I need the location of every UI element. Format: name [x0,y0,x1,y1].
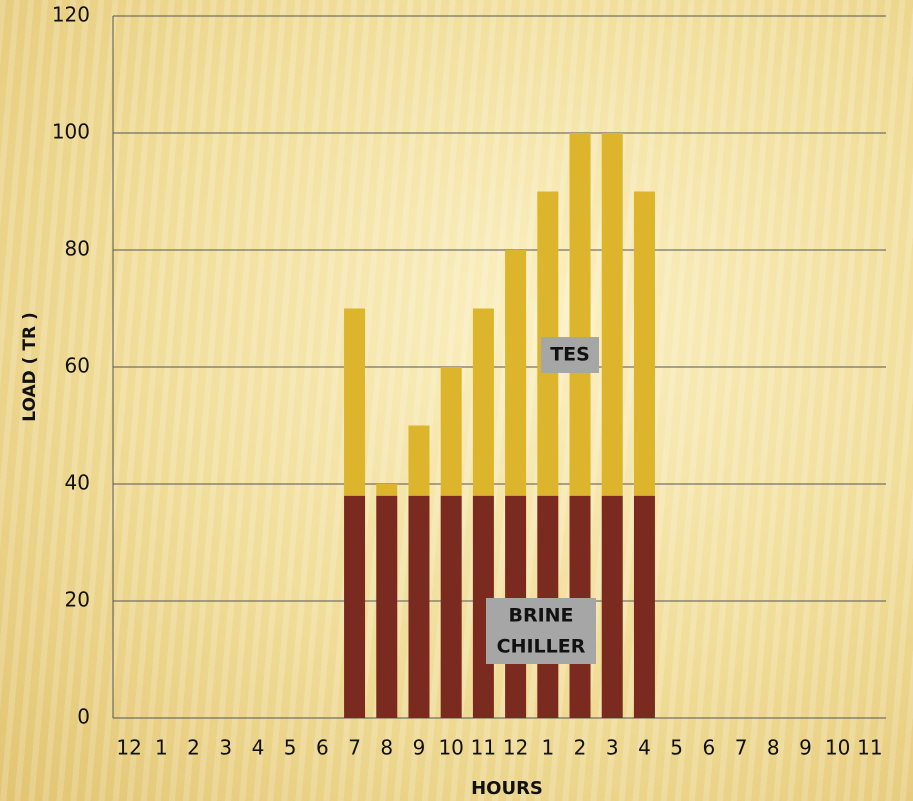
x-tick-label: 11 [471,736,496,760]
x-tick-label: 12 [116,736,141,760]
x-tick-label: 6 [702,736,715,760]
bar-segment [344,495,366,718]
bar-segment [633,495,655,718]
bar-segment [376,495,398,718]
y-axis-label: LOAD ( TR ) [20,312,40,421]
bar-segment [440,495,462,718]
y-tick-label: 60 [65,354,90,378]
bar-segment [408,425,430,496]
x-tick-label: 2 [187,736,200,760]
annotation: BRINE [508,605,573,627]
annotation: CHILLER [497,636,586,658]
x-tick-label: 10 [825,736,850,760]
y-tick-label: 80 [65,237,90,261]
y-tick-label: 0 [77,705,90,729]
x-tick-label: 11 [857,736,882,760]
bar-segment [569,133,591,496]
x-tick-label: 1 [541,736,554,760]
bar-segment [472,308,494,496]
annotation-box [541,337,599,373]
annotation: TES [550,344,590,366]
y-tick-label: 120 [52,3,90,27]
bar-segment [376,484,398,496]
annotation-box [486,598,596,664]
bar-segment [505,250,527,496]
bar-segment [601,495,623,718]
bar-segment [344,308,366,496]
bar-segment [601,133,623,496]
x-tick-label: 9 [413,736,426,760]
x-axis-label: HOURS [471,778,543,799]
x-tick-label: 6 [316,736,329,760]
x-tick-label: 8 [380,736,393,760]
x-tick-label: 8 [767,736,780,760]
y-tick-label: 100 [52,120,90,144]
x-tick-label: 10 [438,736,463,760]
x-tick-label: 9 [799,736,812,760]
x-tick-label: 3 [219,736,232,760]
x-tick-label: 7 [348,736,361,760]
y-tick-label: 40 [65,471,90,495]
x-tick-label: 12 [503,736,528,760]
bar-segment [440,367,462,496]
y-tick-label: 20 [65,588,90,612]
x-tick-label: 4 [638,736,651,760]
x-tick-label: 4 [252,736,265,760]
x-tick-label: 3 [606,736,619,760]
x-tick-label: 7 [735,736,748,760]
bar-segment [408,495,430,718]
x-tick-label: 2 [574,736,587,760]
x-tick-label: 1 [155,736,168,760]
x-tick-label: 5 [670,736,683,760]
x-tick-label: 5 [284,736,297,760]
bar-segment [633,191,655,496]
